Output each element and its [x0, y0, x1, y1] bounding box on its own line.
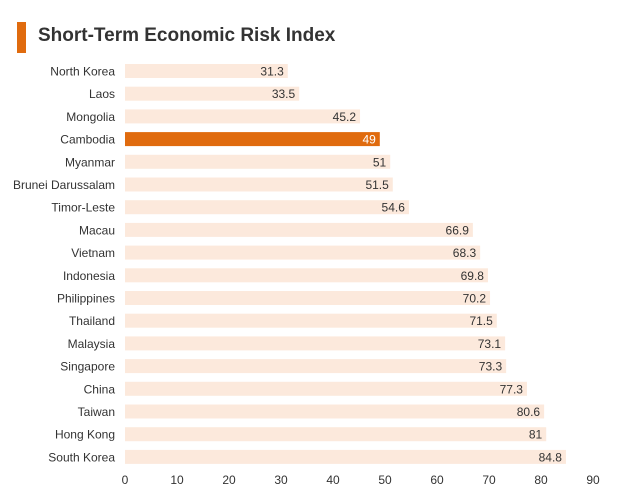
- value-label: 77.3: [500, 382, 524, 396]
- bar-mongolia: [125, 109, 361, 124]
- value-label: 69.8: [461, 269, 485, 283]
- bar-laos: [125, 86, 300, 101]
- value-label: 45.2: [333, 110, 357, 124]
- chart-title: Short-Term Economic Risk Index: [38, 25, 336, 46]
- x-tick-label: 0: [122, 473, 129, 487]
- category-label: Macau: [79, 223, 115, 237]
- title-accent-bar: [17, 22, 26, 53]
- category-label: Timor-Leste: [51, 201, 115, 215]
- category-label: China: [84, 382, 116, 396]
- bar-brunei-darussalam: [125, 177, 393, 192]
- bar-taiwan: [125, 404, 545, 419]
- value-label: 80.6: [517, 405, 541, 419]
- value-label: 31.3: [260, 65, 284, 79]
- category-label: Philippines: [57, 292, 115, 306]
- x-tick-label: 50: [378, 473, 392, 487]
- category-label: Thailand: [69, 314, 115, 328]
- value-label: 49: [362, 133, 376, 147]
- category-label: Indonesia: [63, 269, 115, 283]
- value-label: 81: [529, 428, 543, 442]
- x-tick-label: 20: [222, 473, 236, 487]
- bar-south-korea: [125, 449, 566, 464]
- category-label: South Korea: [48, 450, 115, 464]
- category-label: Taiwan: [78, 405, 115, 419]
- bar-indonesia: [125, 268, 488, 283]
- bar-malaysia: [125, 336, 506, 351]
- bar-hong-kong: [125, 427, 547, 442]
- value-label: 51: [373, 155, 387, 169]
- category-label: Myanmar: [65, 155, 115, 169]
- category-label: Hong Kong: [55, 428, 115, 442]
- bar-myanmar: [125, 154, 391, 169]
- bar-thailand: [125, 313, 497, 328]
- x-tick-label: 90: [586, 473, 600, 487]
- category-label: Brunei Darussalam: [13, 178, 115, 192]
- value-label: 51.5: [365, 178, 389, 192]
- bar-cambodia: [125, 132, 380, 147]
- x-tick-label: 80: [534, 473, 548, 487]
- bar-vietnam: [125, 245, 481, 260]
- bar-macau: [125, 222, 473, 237]
- value-label: 66.9: [446, 223, 470, 237]
- value-label: 84.8: [539, 450, 563, 464]
- value-label: 71.5: [469, 314, 493, 328]
- category-label: Cambodia: [60, 133, 115, 147]
- value-label: 70.2: [463, 292, 487, 306]
- x-tick-label: 10: [170, 473, 184, 487]
- category-label: North Korea: [50, 65, 115, 79]
- x-tick-label: 30: [274, 473, 288, 487]
- category-label: Vietnam: [71, 246, 115, 260]
- category-label: Malaysia: [68, 337, 116, 351]
- value-label: 33.5: [272, 87, 296, 101]
- value-label: 73.1: [478, 337, 502, 351]
- value-label: 73.3: [479, 360, 503, 374]
- x-tick-label: 70: [482, 473, 496, 487]
- bar-singapore: [125, 359, 507, 374]
- x-tick-label: 60: [430, 473, 444, 487]
- category-label: Singapore: [60, 360, 115, 374]
- bar-philippines: [125, 291, 491, 305]
- category-label: Mongolia: [66, 110, 115, 124]
- x-tick-label: 40: [326, 473, 340, 487]
- value-label: 54.6: [382, 201, 406, 215]
- bar-north-korea: [125, 64, 288, 78]
- bar-china: [125, 381, 527, 396]
- category-label: Laos: [89, 87, 115, 101]
- bar-timor-leste: [125, 200, 409, 215]
- value-label: 68.3: [453, 246, 477, 260]
